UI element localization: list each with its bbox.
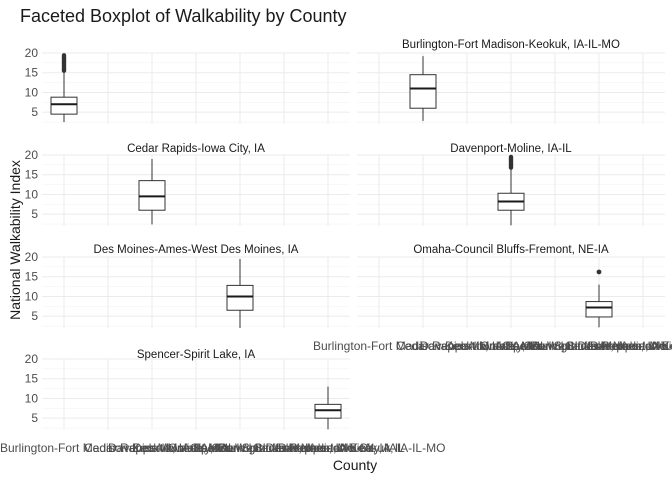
y-tick-label: 20 [25,46,39,60]
facet-panel: Davenport-Moline, IA-IL [357,143,665,226]
x-tick-label: Burlington-Fort Madison-Keokuk, IA-IL-MO [0,441,227,455]
y-tick-label: 15 [25,270,39,284]
x-tick-labels: Burlington-Fort Madison-Keokuk, IA-IL-MO… [0,339,672,455]
x-tick-label: Cedar Rapids-Iowa City, IA [84,441,228,455]
facet-panel: 5 10 15 20 [25,46,350,124]
x-tick-label: Burlington-Fort Madison-Keokuk, IA-IL-MO [530,339,672,353]
x-tick-label: Cedar Rapids-Iowa City, IA [396,339,540,353]
box-iqr [409,74,437,109]
facet-panel: Burlington-Fort Madison-Keokuk, IA-IL-MO [357,39,665,124]
facet-strip-label: Davenport-Moline, IA-IL [450,143,572,155]
box-iqr [50,96,78,115]
y-tick-label: 10 [25,85,39,99]
y-axis-title: National Walkability Index [7,160,23,320]
x-tick-label: Omaha-Council Bluffs-Fremont, NE-IA [168,441,372,455]
x-tick-label: Spencer-Spirit Lake, IA [505,339,628,353]
x-tick-label: Davenport-Moline, IA-IL [590,339,672,353]
x-tick-label: Burlington-Fort Madison-Keokuk, IA-IL-MO [218,441,445,455]
x-tick-label: Des Moines-Ames-West Des Moines, IA [133,441,347,455]
y-tick-label: 5 [31,207,38,221]
x-tick-label: Cedar Rapids-Iowa City, IA [565,339,672,353]
y-tick-label: 15 [25,372,39,386]
y-tick-label: 20 [25,250,39,264]
x-tick-label: Des Moines-Ames-West Des Moines, IA [445,339,659,353]
y-tick-label: 10 [25,187,39,201]
facet-strip-label: Burlington-Fort Madison-Keokuk, IA-IL-MO [402,39,620,51]
x-tick-label: Davenport-Moline, IA-IL [420,339,547,353]
facet-strip-label: Omaha-Council Bluffs-Fremont, NE-IA [413,244,609,256]
chart-title: Faceted Boxplot of Walkability by County [20,6,347,26]
facet-panel: 5 10 15 20 Cedar Rapids-Iowa City, IA [25,143,350,226]
outlier-point [61,53,67,58]
y-tick-label: 5 [31,309,38,323]
facet-strip-label: Cedar Rapids-Iowa City, IA [127,143,265,155]
x-tick-label: Davenport-Moline, IA-IL [108,441,235,455]
x-tick-label: Burlington-Fort Madison-Keokuk, IA-IL-MO [313,339,540,353]
y-tick-label: 5 [31,411,38,425]
y-tick-label: 20 [25,148,39,162]
y-tick-label: 10 [25,289,39,303]
facet-panel: 5 10 15 20 Spencer-Spirit Lake, IA [25,349,350,430]
y-tick-label: 15 [25,66,39,80]
y-tick-label: 10 [25,391,39,405]
x-tick-label: Spencer-Spirit Lake, IA [193,441,316,455]
box-iqr [226,284,254,311]
y-tick-label: 20 [25,352,39,366]
y-tick-label: 15 [25,168,39,182]
facet-strip-label: Spencer-Spirit Lake, IA [137,349,256,361]
x-tick-label: Omaha-Council Bluffs-Fremont, NE-IA [480,339,672,353]
y-tick-label: 5 [31,105,38,119]
box-iqr [585,301,613,318]
facet-panel: 5 10 15 20 Des Moines-Ames-West Des Moines, … [25,244,350,328]
outlier-point [508,154,514,160]
x-axis-title: County [333,457,377,473]
x-tick-label: Davenport-Moline, IA-IL [278,441,405,455]
facet-panel: Omaha-Council Bluffs-Fremont, NE-IA [357,244,665,328]
x-tick-label: Cedar Rapids-Iowa City, IA [253,441,397,455]
outlier-point [596,269,602,275]
facet-strip-label: Des Moines-Ames-West Des Moines, IA [94,244,299,256]
